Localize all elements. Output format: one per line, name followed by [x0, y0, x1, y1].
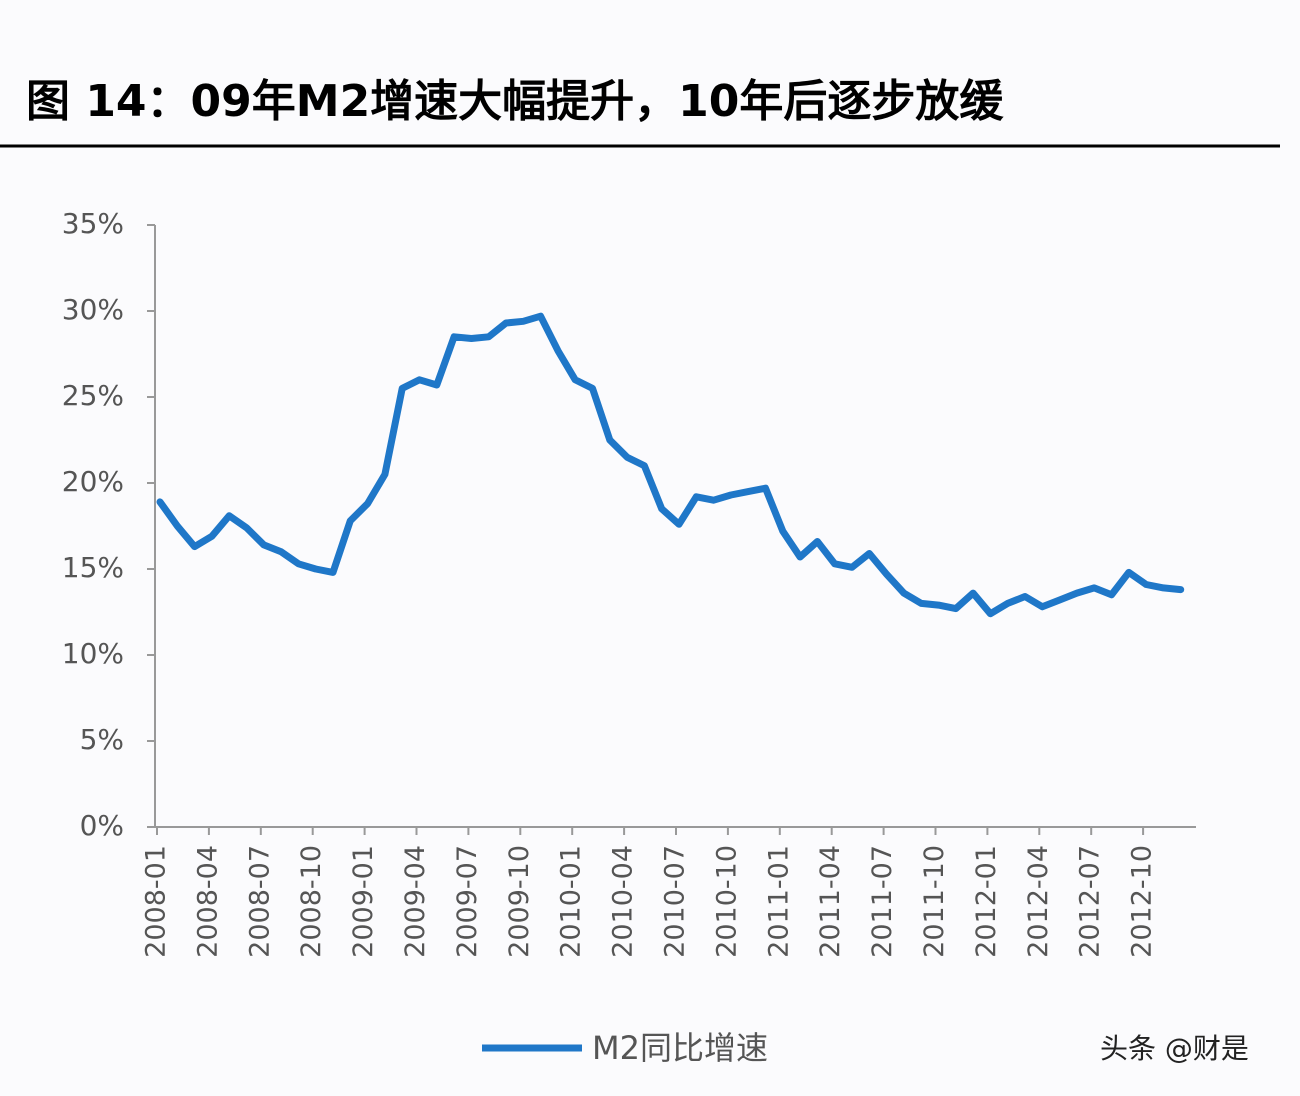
y-tick-label: 35%	[62, 207, 124, 240]
y-tick-label: 5%	[80, 723, 124, 756]
x-tick-label: 2012-10	[1127, 845, 1158, 958]
x-tick-label: 2012-04	[1023, 845, 1054, 958]
x-tick-label: 2012-01	[971, 845, 1002, 958]
x-tick-label: 2008-01	[141, 845, 172, 958]
x-tick-label: 2009-04	[400, 845, 431, 958]
x-tick-label: 2011-04	[815, 845, 846, 958]
x-tick-label: 2009-10	[504, 845, 535, 958]
y-tick-label: 25%	[62, 379, 124, 412]
x-tick-label: 2008-07	[244, 845, 275, 958]
x-tick-label: 2009-07	[452, 845, 483, 958]
x-tick-label: 2011-01	[763, 845, 794, 958]
chart-title: 图 14：09年M2增速大幅提升，10年后逐步放缓	[26, 76, 1004, 127]
x-tick-label: 2011-07	[867, 845, 898, 958]
y-tick-label: 15%	[62, 551, 124, 584]
x-tick-label: 2008-04	[192, 845, 223, 958]
y-tick-label: 20%	[62, 465, 124, 498]
y-tick-label: 30%	[62, 293, 124, 326]
x-tick-label: 2012-07	[1075, 845, 1106, 958]
x-tick-label: 2010-04	[608, 845, 639, 958]
y-tick-label: 10%	[62, 637, 124, 670]
watermark: 头条 @财是	[1100, 1032, 1249, 1065]
series-line	[156, 312, 1185, 618]
x-tick-label: 2010-10	[711, 845, 742, 958]
x-tick-label: 2010-01	[556, 845, 587, 958]
x-tick-label: 2011-10	[919, 845, 950, 958]
x-tick-label: 2009-01	[348, 845, 379, 958]
y-tick-label: 0%	[80, 809, 124, 842]
legend-label: M2同比增速	[592, 1029, 768, 1067]
x-tick-label: 2010-07	[660, 845, 691, 958]
x-tick-label: 2008-10	[296, 845, 327, 958]
